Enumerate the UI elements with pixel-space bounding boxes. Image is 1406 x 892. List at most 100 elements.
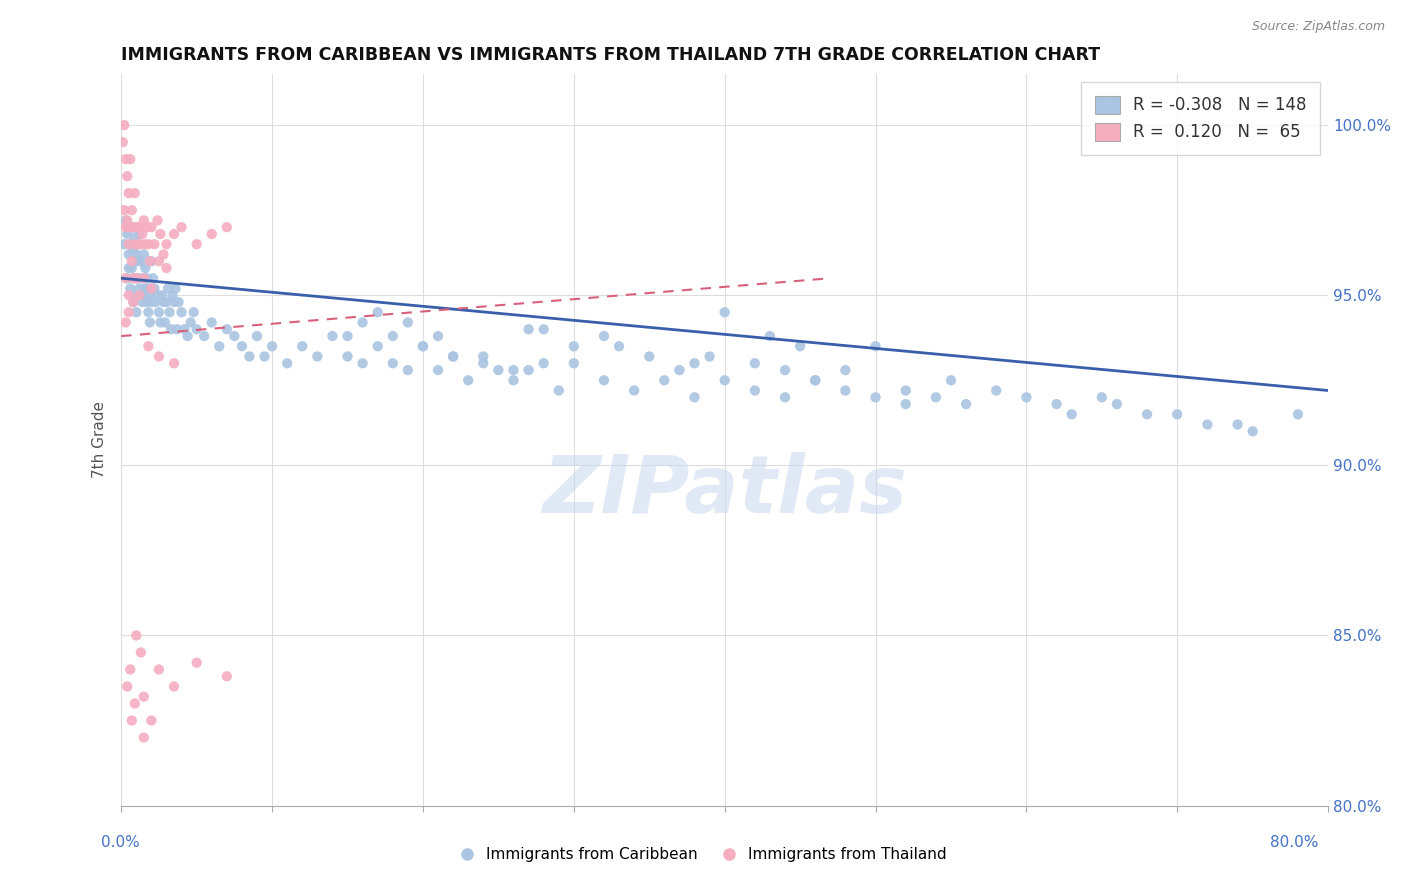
Point [162,288,184,302]
Point [321,329,343,343]
Point [517,363,540,377]
Point [139,288,162,302]
Point [396,316,419,330]
Point [472,350,495,364]
Point [1091,390,1114,404]
Point [593,329,616,343]
Point [120,152,142,166]
Point [117,169,139,184]
Point [163,227,186,241]
Point [143,281,166,295]
Point [652,373,675,387]
Point [148,663,170,677]
Point [155,260,177,275]
Point [427,329,450,343]
Point [1060,407,1083,421]
Point [367,305,389,319]
Point [128,227,150,241]
Point [118,305,141,319]
Point [163,356,186,370]
Point [367,339,389,353]
Point [986,384,1008,398]
Point [683,390,706,404]
Point [352,316,374,330]
Point [131,271,153,285]
Point [231,339,253,353]
Point [132,213,155,227]
Point [122,295,145,310]
Text: 0.0%: 0.0% [101,836,141,850]
Point [502,363,524,377]
Point [124,237,146,252]
Point [132,288,155,302]
Point [638,350,661,364]
Point [120,281,142,295]
Point [170,305,193,319]
Point [146,213,169,227]
Point [124,186,146,201]
Point [215,669,238,683]
Point [165,281,187,295]
Point [128,220,150,235]
Point [120,220,142,235]
Point [114,213,136,227]
Point [138,305,160,319]
Point [623,384,645,398]
Point [120,237,142,252]
Point [167,295,190,310]
Point [148,254,170,268]
Point [125,220,148,235]
Point [142,271,165,285]
Point [291,339,314,353]
Point [152,247,174,261]
Point [352,356,374,370]
Point [307,350,329,364]
Point [176,329,198,343]
Point [562,356,585,370]
Point [139,254,162,268]
Point [1197,417,1219,432]
Point [865,339,887,353]
Point [131,227,153,241]
Point [804,373,827,387]
Point [118,237,141,252]
Point [125,305,148,319]
Point [141,295,163,310]
Point [138,339,160,353]
Point [131,295,153,310]
Point [744,384,766,398]
Point [215,220,238,235]
Point [134,260,156,275]
Point [517,322,540,336]
Point [713,305,735,319]
Point [607,339,630,353]
Point [148,350,170,364]
Point [713,373,735,387]
Point [114,152,136,166]
Point [129,254,152,268]
Point [253,350,276,364]
Point [180,316,202,330]
Point [146,288,169,302]
Point [276,356,298,370]
Point [1105,397,1128,411]
Text: ZIPatlas: ZIPatlas [543,452,907,530]
Point [149,316,172,330]
Point [547,384,569,398]
Point [955,397,977,411]
Point [125,628,148,642]
Point [160,322,183,336]
Point [138,281,160,295]
Point [699,350,721,364]
Legend: R = -0.308   N = 148, R =  0.120   N =  65: R = -0.308 N = 148, R = 0.120 N = 65 [1081,82,1320,155]
Point [246,329,269,343]
Point [668,363,690,377]
Point [472,356,495,370]
Point [143,237,166,252]
Point [155,295,177,310]
Point [1136,407,1159,421]
Point [1166,407,1188,421]
Point [562,339,585,353]
Point [135,271,157,285]
Point [118,186,141,201]
